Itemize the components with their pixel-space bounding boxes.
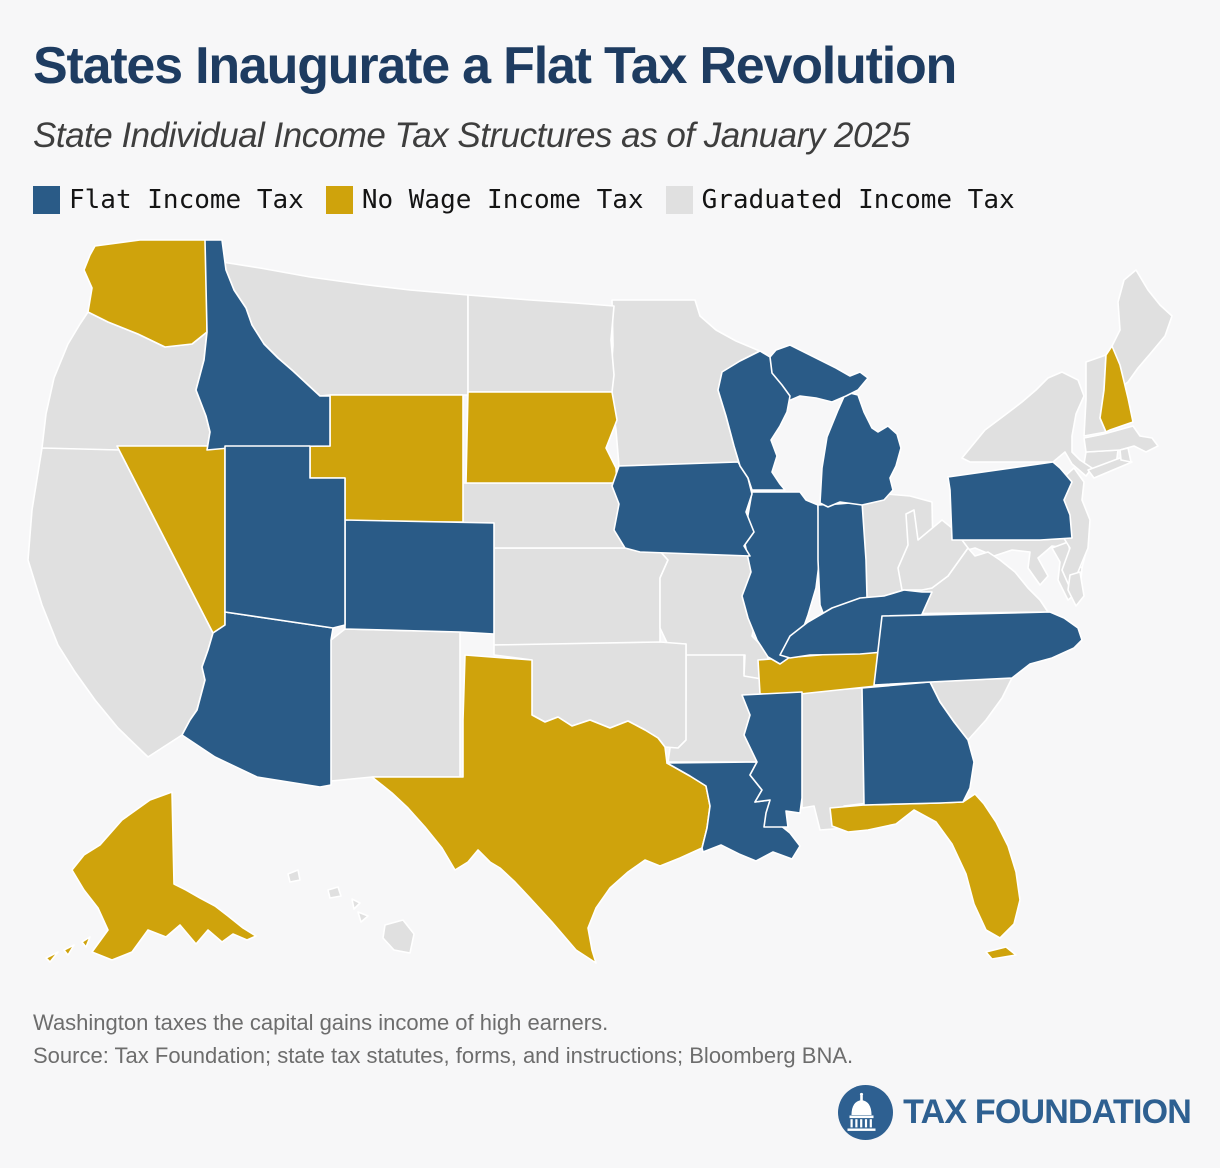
state-tx: Texas xyxy=(371,654,711,964)
legend-item-no_wage: No Wage Income Tax xyxy=(325,185,644,215)
state-ak: Alaska xyxy=(45,951,59,963)
state-az: Arizona xyxy=(181,611,334,788)
capitol-dome-icon xyxy=(838,1085,894,1140)
state-hi: Hawaii xyxy=(327,886,342,899)
state-ny: New York xyxy=(1087,457,1133,479)
state-ak: Alaska xyxy=(63,944,75,956)
legend: Flat Income Tax No Wage Income Tax Graduat… xyxy=(33,185,1015,215)
state-va: Virginia xyxy=(1067,571,1085,607)
state-nc: North Carolina xyxy=(873,611,1083,686)
footnotes: Washington taxes the capital gains incom… xyxy=(33,1006,853,1072)
legend-swatch-no_wage xyxy=(325,186,353,214)
state-id: Idaho xyxy=(195,239,331,451)
state-hi: Hawaii xyxy=(287,869,301,883)
state-mi: Michigan xyxy=(819,391,902,508)
state-hi: Hawaii xyxy=(382,919,415,954)
legend-item-flat: Flat Income Tax xyxy=(33,185,304,215)
state-ia: Iowa xyxy=(611,461,755,557)
footnote-line-1: Washington taxes the capital gains incom… xyxy=(33,1010,609,1035)
page-subtitle: State Individual Income Tax Structures a… xyxy=(33,116,910,155)
state-il: Illinois xyxy=(741,491,821,665)
logo-text: TAX FOUNDATION xyxy=(903,1093,1192,1131)
state-ny: New York xyxy=(961,371,1093,477)
legend-item-graduated: Graduated Income Tax xyxy=(665,185,1015,215)
state-nh: New Hampshire xyxy=(1099,345,1134,433)
page-title: States Inaugurate a Flat Tax Revolution xyxy=(33,37,957,95)
state-ga: Georgia xyxy=(861,681,975,806)
legend-label-graduated: Graduated Income Tax xyxy=(701,185,1015,215)
state-ak: Alaska xyxy=(71,791,257,961)
tax-foundation-logo: TAX FOUNDATION xyxy=(837,1084,1192,1141)
legend-label-flat: Flat Income Tax xyxy=(69,185,304,215)
state-co: Colorado xyxy=(344,519,495,635)
state-ma: Massachusetts xyxy=(1083,425,1159,453)
state-ut: Utah xyxy=(224,445,346,629)
state-ri: Rhode Island xyxy=(1119,447,1132,463)
state-hi: Hawaii xyxy=(357,911,369,923)
footnote-line-2: Source: Tax Foundation; state tax statut… xyxy=(33,1043,854,1068)
state-wi: Wisconsin xyxy=(717,350,791,491)
state-ks: Kansas xyxy=(493,547,669,646)
state-sd: South Dakota xyxy=(465,391,618,484)
state-fl: Florida xyxy=(829,793,1021,939)
state-nd: North Dakota xyxy=(467,294,615,393)
state-fl: Florida xyxy=(985,946,1017,960)
state-pa: Pennsylvania xyxy=(947,461,1073,541)
legend-label-no_wage: No Wage Income Tax xyxy=(361,185,644,215)
state-nm: New Mexico xyxy=(330,628,461,782)
state-ms: Mississippi xyxy=(741,691,803,828)
state-hi: Hawaii xyxy=(351,898,361,910)
state-ak: Alaska xyxy=(81,936,91,948)
state-wv: West Virginia xyxy=(897,509,969,591)
legend-swatch-graduated xyxy=(665,186,693,214)
legend-swatch-flat xyxy=(33,186,60,214)
